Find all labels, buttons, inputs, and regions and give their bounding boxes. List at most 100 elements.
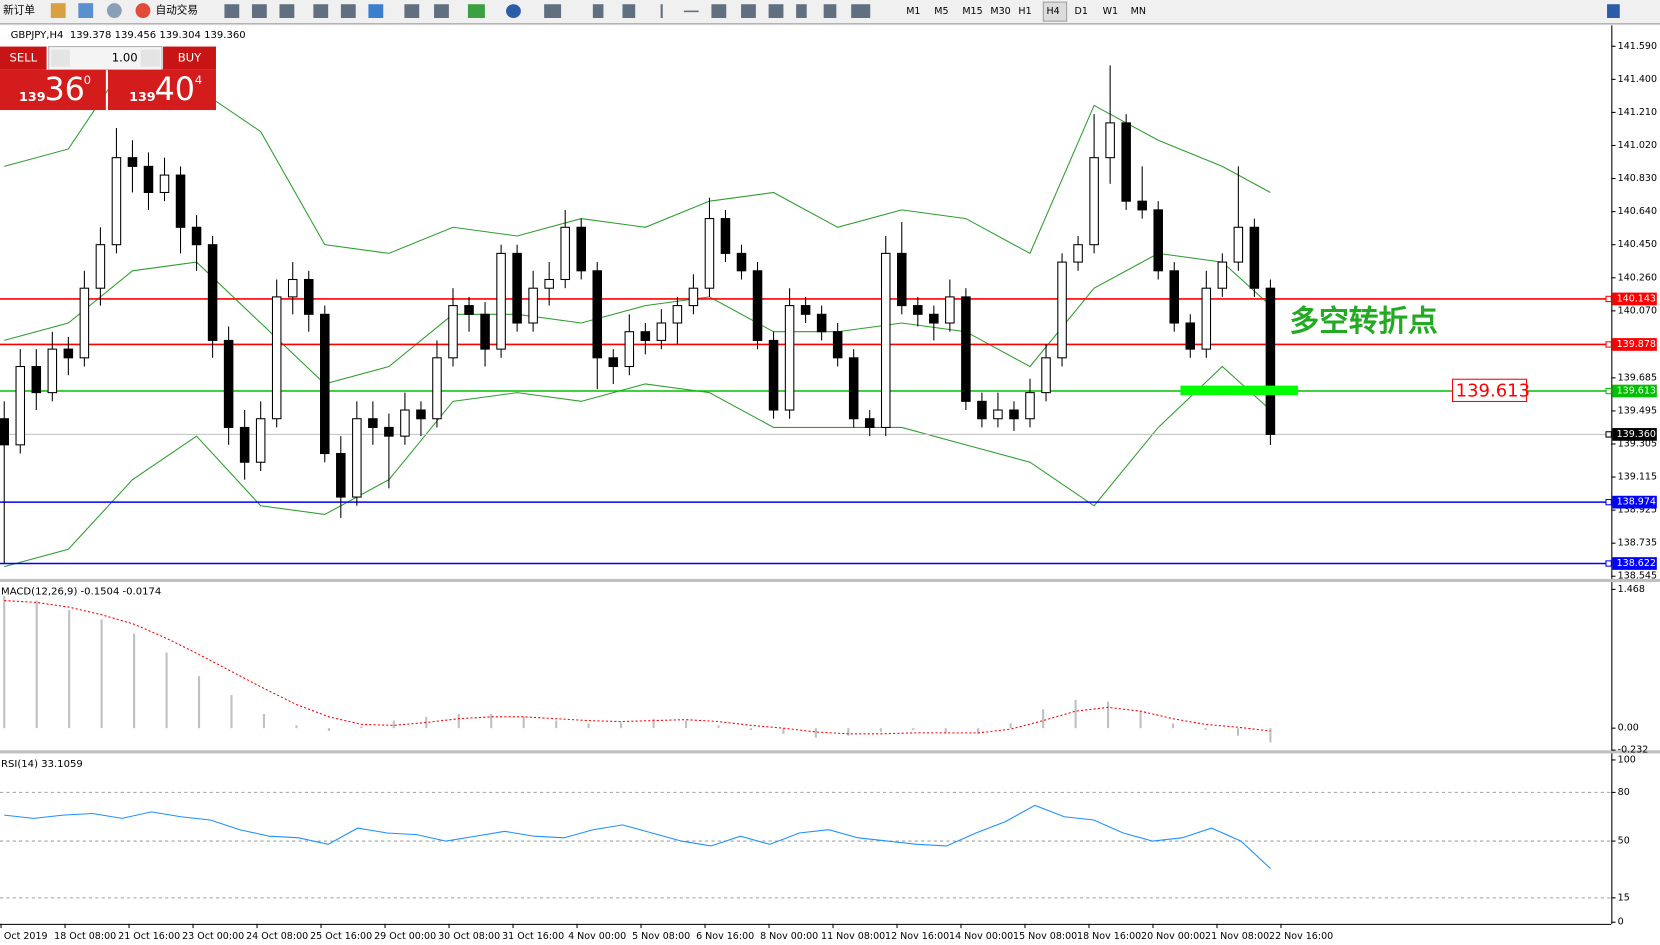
icon[interactable]: [313, 4, 329, 18]
candle-body: [223, 339, 234, 428]
y-tick-label: -0.232: [1618, 745, 1649, 756]
icon[interactable]: [683, 10, 699, 13]
timeframe-button[interactable]: M1: [906, 6, 920, 17]
icon[interactable]: [224, 4, 240, 18]
candle-body: [1009, 409, 1019, 420]
y-tick-label: 140.260: [1618, 272, 1657, 283]
timeframe-button[interactable]: W1: [1103, 6, 1118, 17]
candle-body: [1153, 209, 1163, 272]
icon[interactable]: [434, 4, 449, 18]
ask-box[interactable]: [107, 69, 216, 111]
candle-body: [1105, 122, 1115, 159]
time-label: 11 Nov 08:00: [821, 931, 885, 942]
bid-box[interactable]: [0, 69, 106, 111]
timeframe-button[interactable]: H4: [1046, 6, 1059, 17]
icon[interactable]: [50, 3, 66, 18]
icon[interactable]: [592, 4, 604, 18]
icon[interactable]: [404, 4, 420, 18]
search-icon[interactable]: [1607, 4, 1620, 18]
time-axis: [0, 923, 1612, 945]
candle-body: [464, 305, 474, 315]
y-tick-label: 139.305: [1618, 438, 1657, 449]
candle-body: [688, 287, 699, 307]
y-tick-label: 140.640: [1618, 206, 1657, 217]
panel-separator: [0, 578, 1660, 583]
panel-separator: [0, 750, 1660, 754]
candle-body: [608, 357, 619, 368]
icon[interactable]: [340, 4, 356, 18]
candle-body: [1169, 270, 1180, 324]
icon[interactable]: [823, 4, 837, 18]
candle-body: [416, 409, 426, 420]
candle-body: [336, 453, 346, 498]
time-label: 30 Oct 08:00: [438, 931, 500, 942]
candle-body: [432, 357, 442, 420]
auto-trading-button[interactable]: 自动交易: [156, 4, 198, 17]
timeframe-button[interactable]: M15: [962, 6, 982, 17]
candle-body: [1233, 226, 1244, 263]
candle-body: [127, 157, 138, 167]
icon[interactable]: [796, 4, 807, 18]
spin-up[interactable]: [140, 49, 160, 67]
time-label: 18 Nov 16:00: [1077, 931, 1141, 942]
timeframe-button[interactable]: H1: [1018, 6, 1031, 17]
auto-trading-icon[interactable]: [135, 3, 151, 18]
level-handle: [1605, 498, 1612, 506]
timeframe-button[interactable]: D1: [1075, 6, 1088, 17]
icon[interactable]: [106, 3, 122, 18]
icon[interactable]: [78, 3, 94, 18]
bollinger-lower: [4, 365, 1271, 568]
candle-body: [704, 218, 715, 289]
icon[interactable]: [368, 4, 384, 18]
chart-area: [0, 25, 1612, 924]
candle-body: [159, 174, 170, 194]
y-tick-label: 0: [1618, 917, 1624, 928]
rsi-label: RSI(14) 33.1059: [1, 759, 83, 770]
icon[interactable]: [506, 4, 521, 18]
candle-body: [1025, 392, 1035, 420]
sell-label[interactable]: SELL: [9, 51, 37, 65]
time-label: 23 Oct 00:00: [182, 931, 244, 942]
ask-big: 139: [129, 89, 156, 104]
icon[interactable]: [711, 4, 727, 18]
time-label: 12 Nov 16:00: [885, 931, 949, 942]
icon[interactable]: [622, 4, 636, 18]
candle-body: [864, 418, 875, 428]
candle-body: [111, 157, 122, 246]
time-label: 21 Oct 16:00: [118, 931, 180, 942]
candle-body: [0, 418, 9, 446]
y-tick-label: 141.210: [1618, 107, 1657, 118]
candle-body: [1121, 122, 1131, 202]
icon[interactable]: [768, 4, 784, 18]
time-label: 6 Nov 16:00: [696, 931, 754, 942]
y-tick-label: 139.115: [1618, 472, 1657, 483]
time-label: 20 Nov 00:00: [1141, 931, 1205, 942]
icon[interactable]: [660, 4, 663, 18]
candle-body: [1217, 261, 1228, 289]
timeframe-button[interactable]: M5: [934, 6, 948, 17]
icon[interactable]: [544, 4, 562, 18]
candle-body: [848, 357, 859, 420]
icon[interactable]: [741, 4, 756, 18]
icon[interactable]: [279, 4, 295, 18]
candle-body: [816, 313, 827, 333]
timeframe-button[interactable]: M30: [990, 6, 1010, 17]
level-price-box: [1612, 292, 1657, 306]
ask-pips: 40: [155, 72, 195, 108]
lot-size[interactable]: 1.00: [112, 51, 138, 65]
buy-label[interactable]: BUY: [178, 51, 202, 65]
level-price-box: [1612, 384, 1657, 398]
bid-big: 139: [19, 89, 46, 104]
spin-down[interactable]: [50, 49, 70, 67]
icon[interactable]: [851, 4, 871, 18]
icon[interactable]: [251, 4, 267, 18]
active-timeframe[interactable]: [1042, 1, 1068, 22]
sell-button[interactable]: [0, 46, 47, 70]
icon[interactable]: [467, 4, 485, 18]
buy-button[interactable]: [163, 46, 216, 70]
timeframe-button[interactable]: MN: [1131, 6, 1146, 17]
time-label: 5 Nov 08:00: [632, 931, 690, 942]
candle-body: [544, 278, 554, 289]
new-order-button[interactable]: 新订单: [3, 4, 35, 17]
turning-point-marker: [1180, 385, 1298, 396]
